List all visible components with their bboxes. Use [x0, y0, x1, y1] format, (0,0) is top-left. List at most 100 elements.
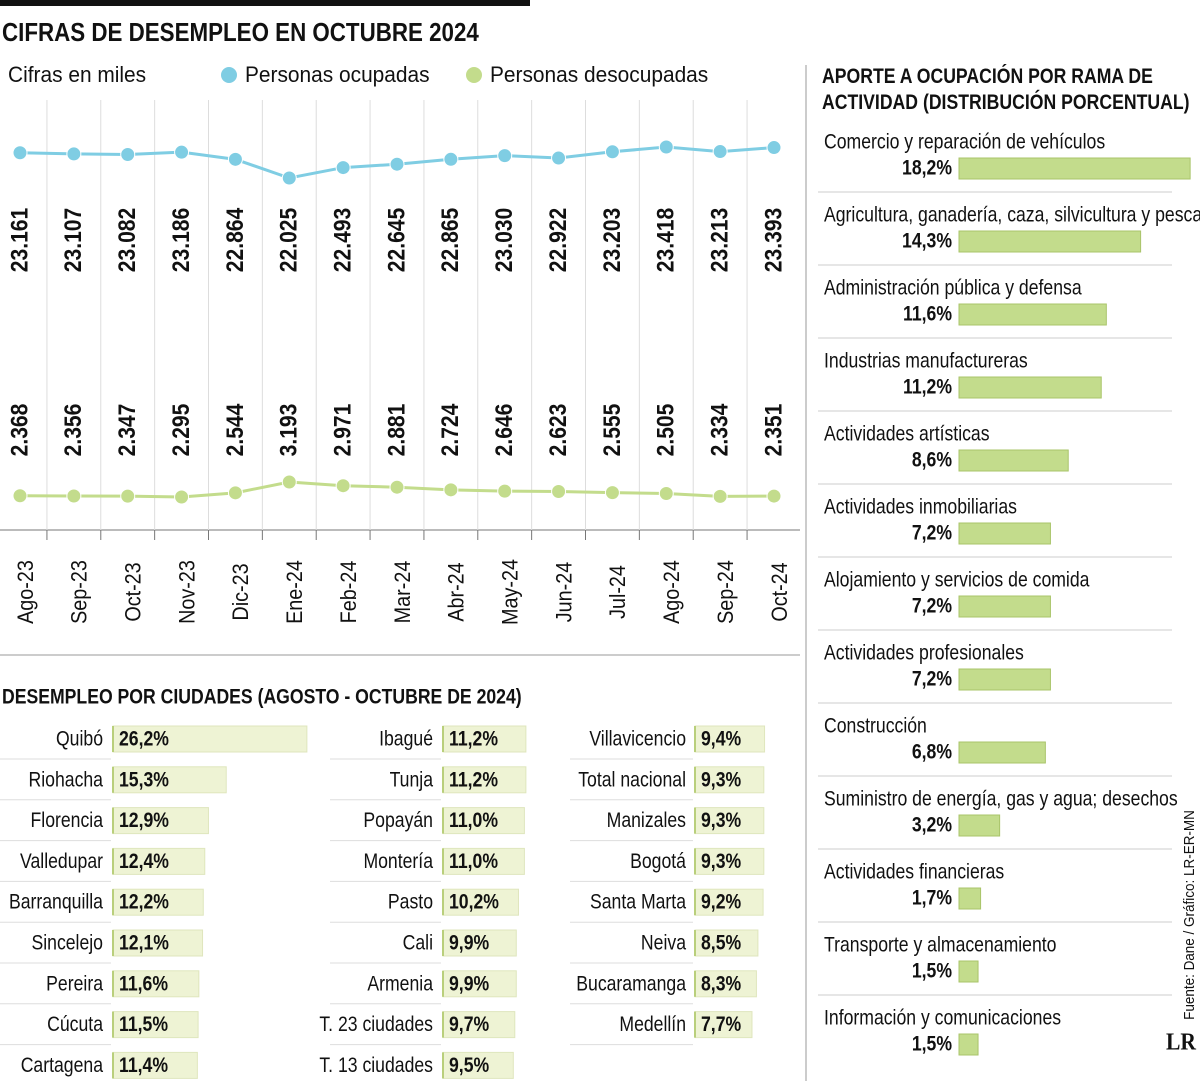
data-label: 2.646: [491, 404, 518, 457]
data-label: 3.193: [275, 404, 302, 457]
point: [12, 488, 28, 504]
category-label: Bogotá: [630, 850, 686, 874]
bar: [958, 230, 1142, 253]
x-tick-label: Sep-24: [714, 560, 738, 624]
point: [174, 489, 190, 505]
category-label: Montería: [363, 850, 433, 874]
category-label: Villavicencio: [589, 727, 686, 751]
data-label: 2.555: [599, 404, 626, 457]
point: [497, 483, 513, 499]
logo: LR: [1166, 1028, 1196, 1054]
data-label: 9,4%: [701, 727, 741, 751]
point: [604, 144, 620, 160]
point: [551, 484, 567, 500]
category-label: Actividades artísticas: [824, 422, 990, 446]
data-label: 1,5%: [912, 1032, 952, 1056]
x-tick-label: Oct-23: [122, 562, 146, 621]
bar: [958, 595, 1051, 618]
data-label: 11,5%: [119, 1013, 168, 1037]
bar: [442, 807, 525, 835]
bar: [112, 888, 204, 916]
chart-title: CIFRAS DE DESEMPLEO EN OCTUBRE 2024: [2, 18, 479, 47]
bar: [442, 970, 517, 998]
category-label: Pereira: [46, 972, 103, 996]
legend-marker: [466, 67, 482, 83]
category-label: Total nacional: [578, 768, 686, 792]
data-label: 22.645: [383, 208, 410, 273]
category-label: Neiva: [641, 931, 686, 955]
bar: [112, 725, 308, 753]
category-label: Quibó: [56, 727, 103, 751]
category-label: Actividades profesionales: [824, 641, 1024, 665]
bar: [442, 1051, 514, 1079]
data-label: 9,5%: [449, 1054, 489, 1078]
bar: [958, 814, 1001, 837]
bar: [958, 449, 1069, 472]
x-tick-label: Ago-23: [14, 560, 38, 624]
chart-title: DESEMPLEO POR CIUDADES (AGOSTO - OCTUBRE…: [2, 685, 522, 709]
point: [497, 148, 513, 164]
point: [551, 150, 567, 166]
x-tick-label: Ago-24: [660, 560, 684, 624]
bar: [694, 1011, 753, 1039]
data-label: 23.161: [6, 208, 33, 273]
x-tick-label: Ene-24: [283, 560, 307, 624]
category-label: Riohacha: [29, 768, 104, 792]
data-label: 11,6%: [119, 972, 168, 996]
bar: [112, 1051, 198, 1079]
bar: [694, 929, 759, 957]
point: [227, 151, 243, 167]
point: [389, 479, 405, 495]
bar: [694, 970, 757, 998]
category-label: Valledupar: [20, 850, 103, 874]
bar: [694, 888, 764, 916]
bar: [112, 970, 200, 998]
data-label: 11,2%: [903, 375, 952, 399]
data-label: 23.082: [114, 208, 141, 273]
data-label: 11,0%: [449, 809, 498, 833]
data-label: 3,2%: [912, 813, 952, 837]
x-tick-label: Sep-23: [68, 560, 92, 624]
data-label: 9,3%: [701, 768, 741, 792]
point: [658, 139, 674, 155]
data-label: 26,2%: [119, 727, 169, 751]
data-label: 2.623: [545, 404, 572, 457]
data-label: 6,8%: [912, 740, 952, 764]
data-label: 7,2%: [912, 594, 952, 618]
data-label: 11,4%: [119, 1054, 168, 1078]
data-label: 2.881: [383, 404, 410, 457]
data-label: 2.368: [6, 404, 33, 457]
category-label: Bucaramanga: [576, 972, 686, 996]
data-label: 23.186: [168, 208, 195, 273]
point: [66, 146, 82, 162]
x-tick-label: Jul-24: [606, 565, 630, 619]
category-label: Florencia: [31, 809, 104, 833]
data-label: 9,9%: [449, 931, 489, 955]
point: [174, 144, 190, 160]
data-label: 22.864: [222, 207, 249, 272]
data-label: 7,2%: [912, 667, 952, 691]
data-label: 23.393: [760, 208, 787, 273]
point: [658, 485, 674, 501]
bar: [694, 847, 765, 875]
category-label: Actividades financieras: [824, 860, 1004, 884]
legend-marker: [221, 67, 237, 83]
point: [443, 482, 459, 498]
bar: [442, 929, 517, 957]
data-label: 12,4%: [119, 850, 169, 874]
data-label: 12,1%: [119, 931, 169, 955]
category-label: Manizales: [607, 809, 686, 833]
data-label: 9,2%: [701, 890, 741, 914]
bar: [958, 376, 1102, 399]
point: [281, 170, 297, 186]
bar: [958, 668, 1051, 691]
point: [604, 485, 620, 501]
data-label: 23.203: [599, 208, 626, 273]
category-label: Administración pública y defensa: [824, 276, 1082, 300]
category-label: Agricultura, ganadería, caza, silvicultu…: [824, 203, 1200, 227]
point: [335, 478, 351, 494]
point: [443, 151, 459, 167]
data-label: 11,0%: [449, 850, 498, 874]
bar: [442, 725, 527, 753]
